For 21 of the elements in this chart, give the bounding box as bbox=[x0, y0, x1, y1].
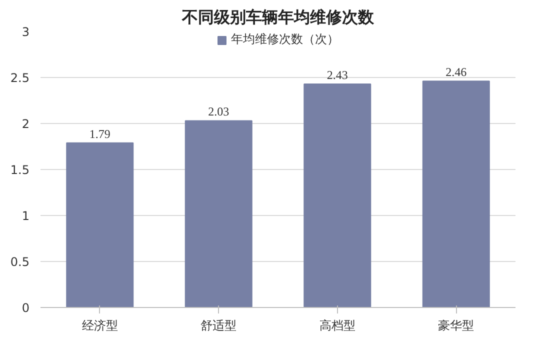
x-tick-label: 舒适型 bbox=[200, 318, 237, 332]
chart-title: 不同级别车辆年均维修次数 bbox=[181, 8, 375, 26]
bar bbox=[184, 120, 252, 308]
y-tick-label: 2.5 bbox=[10, 71, 30, 85]
y-tick-label: 2 bbox=[22, 117, 30, 131]
y-tick-label: 1.5 bbox=[10, 163, 30, 177]
legend-label: 年均维修次数（次） bbox=[231, 31, 339, 48]
x-tick-label: 高档型 bbox=[319, 318, 356, 332]
y-tick-label: 0.5 bbox=[10, 255, 30, 269]
x-tick-label: 经济型 bbox=[82, 318, 118, 332]
data-label: 1.79 bbox=[89, 126, 110, 141]
data-label: 2.46 bbox=[446, 65, 467, 80]
y-tick-label: 3 bbox=[22, 25, 30, 39]
bar bbox=[66, 142, 134, 308]
y-tick-label: 0 bbox=[22, 301, 30, 315]
data-label: 2.03 bbox=[208, 104, 230, 119]
y-tick-label: 1 bbox=[22, 209, 30, 223]
x-tick-label: 豪华型 bbox=[438, 318, 474, 332]
bar bbox=[304, 83, 372, 308]
data-label: 2.43 bbox=[326, 68, 348, 82]
bar bbox=[422, 80, 490, 308]
